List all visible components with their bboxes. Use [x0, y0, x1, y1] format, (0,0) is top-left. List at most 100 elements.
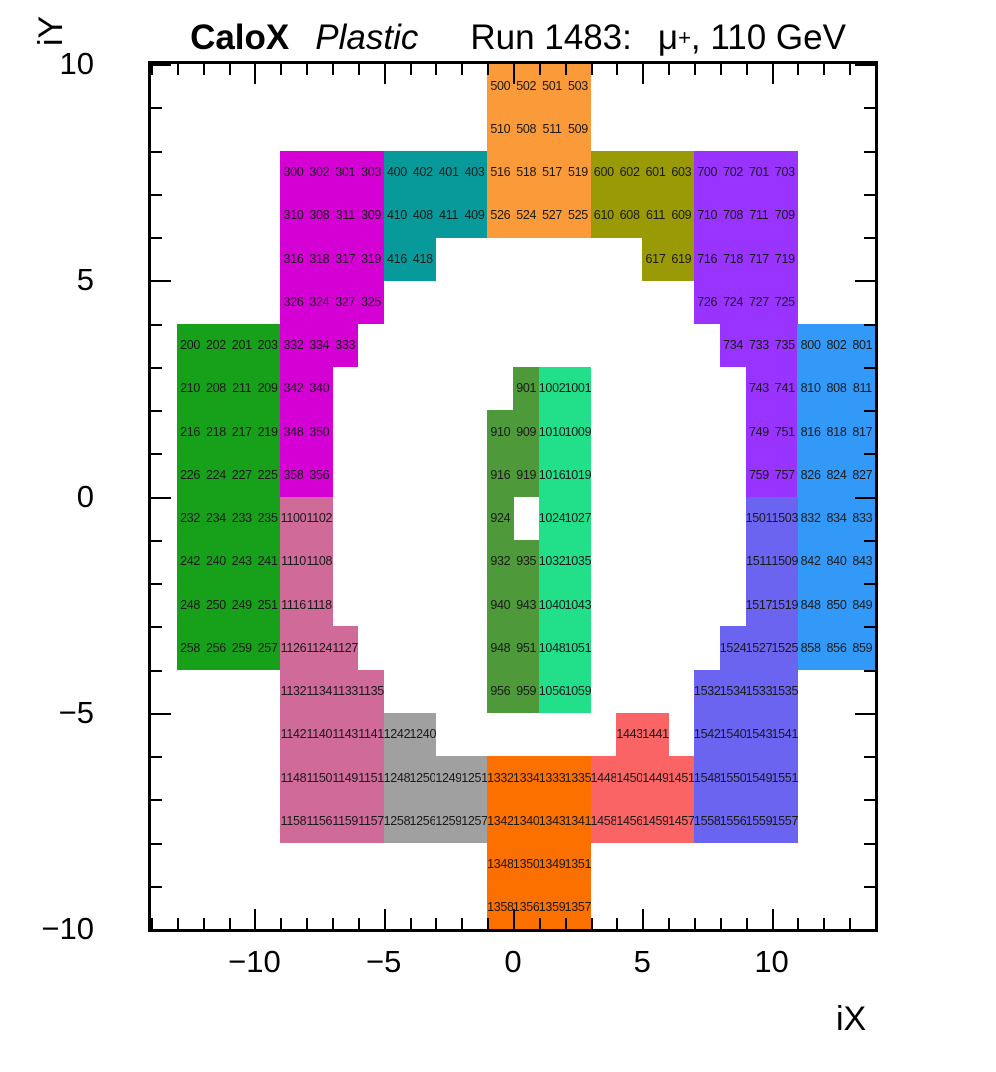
cell-219[interactable]: 219 [254, 410, 281, 454]
cell-403[interactable]: 403 [461, 150, 488, 195]
cell-1533[interactable]: 1533 [746, 669, 773, 714]
cell-325[interactable]: 325 [357, 280, 385, 325]
cell-1133[interactable]: 1133 [332, 669, 359, 714]
cell-227[interactable]: 227 [228, 453, 256, 498]
cell-743[interactable]: 743 [745, 366, 773, 411]
cell-224[interactable]: 224 [202, 453, 230, 498]
cell-1340[interactable]: 1340 [513, 799, 540, 844]
cell-1148[interactable]: 1148 [280, 756, 307, 800]
cell-256[interactable]: 256 [202, 626, 230, 671]
cell-259[interactable]: 259 [228, 626, 256, 671]
cell-710[interactable]: 710 [694, 193, 721, 238]
cell-1009[interactable]: 1009 [565, 410, 592, 454]
cell-519[interactable]: 519 [564, 150, 592, 195]
cell-709[interactable]: 709 [771, 193, 799, 238]
cell-1149[interactable]: 1149 [332, 756, 359, 800]
cell-701[interactable]: 701 [745, 150, 773, 195]
cell-400[interactable]: 400 [383, 150, 411, 195]
cell-1056[interactable]: 1056 [539, 669, 566, 714]
cell-402[interactable]: 402 [409, 150, 437, 195]
cell-332[interactable]: 332 [280, 323, 307, 368]
cell-727[interactable]: 727 [745, 280, 773, 325]
cell-1333[interactable]: 1333 [539, 756, 566, 800]
cell-201[interactable]: 201 [228, 323, 256, 368]
cell-1127[interactable]: 1127 [332, 626, 359, 671]
cell-718[interactable]: 718 [719, 237, 747, 281]
cell-1108[interactable]: 1108 [306, 539, 333, 584]
cell-850[interactable]: 850 [823, 583, 850, 627]
cell-217[interactable]: 217 [228, 410, 256, 454]
cell-1351[interactable]: 1351 [565, 842, 592, 887]
cell-358[interactable]: 358 [280, 453, 307, 498]
cell-858[interactable]: 858 [797, 626, 824, 671]
cell-1134[interactable]: 1134 [306, 669, 333, 714]
cell-1157[interactable]: 1157 [357, 799, 385, 844]
cell-1557[interactable]: 1557 [771, 799, 798, 844]
cell-525[interactable]: 525 [564, 193, 592, 238]
cell-1532[interactable]: 1532 [694, 669, 721, 714]
cell-1458[interactable]: 1458 [590, 799, 617, 844]
cell-1511[interactable]: 1511 [745, 539, 773, 584]
cell-1527[interactable]: 1527 [746, 626, 773, 671]
cell-1349[interactable]: 1349 [539, 842, 566, 887]
cell-319[interactable]: 319 [357, 237, 385, 281]
cell-232[interactable]: 232 [176, 496, 204, 541]
cell-1019[interactable]: 1019 [565, 453, 592, 498]
cell-759[interactable]: 759 [745, 453, 773, 498]
cell-311[interactable]: 311 [332, 193, 359, 238]
cell-1525[interactable]: 1525 [771, 626, 798, 671]
cell-235[interactable]: 235 [254, 496, 281, 541]
cell-700[interactable]: 700 [694, 150, 721, 195]
cell-326[interactable]: 326 [280, 280, 307, 325]
cell-1257[interactable]: 1257 [461, 799, 488, 844]
cell-1258[interactable]: 1258 [384, 799, 411, 844]
cell-1450[interactable]: 1450 [616, 756, 643, 800]
cell-1503[interactable]: 1503 [771, 496, 798, 541]
cell-826[interactable]: 826 [797, 453, 824, 498]
cell-719[interactable]: 719 [771, 237, 799, 281]
cell-711[interactable]: 711 [745, 193, 773, 238]
cell-1342[interactable]: 1342 [487, 799, 514, 844]
cell-610[interactable]: 610 [590, 193, 618, 238]
cell-943[interactable]: 943 [513, 583, 540, 627]
cell-1524[interactable]: 1524 [720, 626, 747, 671]
cell-1543[interactable]: 1543 [746, 712, 773, 757]
cell-1048[interactable]: 1048 [539, 626, 566, 671]
cell-1509[interactable]: 1509 [771, 539, 798, 584]
cell-1110[interactable]: 1110 [280, 539, 307, 584]
cell-840[interactable]: 840 [823, 539, 850, 584]
cell-401[interactable]: 401 [435, 150, 462, 195]
cell-327[interactable]: 327 [332, 280, 359, 325]
cell-356[interactable]: 356 [306, 453, 333, 498]
cell-832[interactable]: 832 [797, 496, 824, 541]
cell-211[interactable]: 211 [228, 366, 256, 411]
cell-301[interactable]: 301 [332, 150, 359, 195]
cell-510[interactable]: 510 [487, 107, 514, 152]
cell-216[interactable]: 216 [176, 410, 204, 454]
cell-248[interactable]: 248 [176, 583, 204, 627]
cell-1343[interactable]: 1343 [539, 799, 566, 844]
cell-910[interactable]: 910 [487, 410, 514, 454]
cell-249[interactable]: 249 [228, 583, 256, 627]
cell-302[interactable]: 302 [306, 150, 333, 195]
cell-842[interactable]: 842 [797, 539, 824, 584]
cell-258[interactable]: 258 [176, 626, 204, 671]
cell-849[interactable]: 849 [849, 583, 875, 627]
cell-717[interactable]: 717 [745, 237, 773, 281]
cell-603[interactable]: 603 [668, 150, 695, 195]
cell-418[interactable]: 418 [409, 237, 437, 281]
cell-1551[interactable]: 1551 [771, 756, 798, 800]
cell-800[interactable]: 800 [797, 323, 824, 368]
cell-202[interactable]: 202 [202, 323, 230, 368]
cell-1550[interactable]: 1550 [720, 756, 747, 800]
cell-1024[interactable]: 1024 [539, 496, 566, 541]
cell-1141[interactable]: 1141 [357, 712, 385, 757]
cell-1448[interactable]: 1448 [590, 756, 617, 800]
cell-932[interactable]: 932 [487, 539, 514, 584]
cell-242[interactable]: 242 [176, 539, 204, 584]
cell-1248[interactable]: 1248 [384, 756, 411, 800]
cell-342[interactable]: 342 [280, 366, 307, 411]
cell-1126[interactable]: 1126 [280, 626, 307, 671]
cell-1501[interactable]: 1501 [746, 496, 773, 541]
cell-811[interactable]: 811 [849, 366, 875, 411]
